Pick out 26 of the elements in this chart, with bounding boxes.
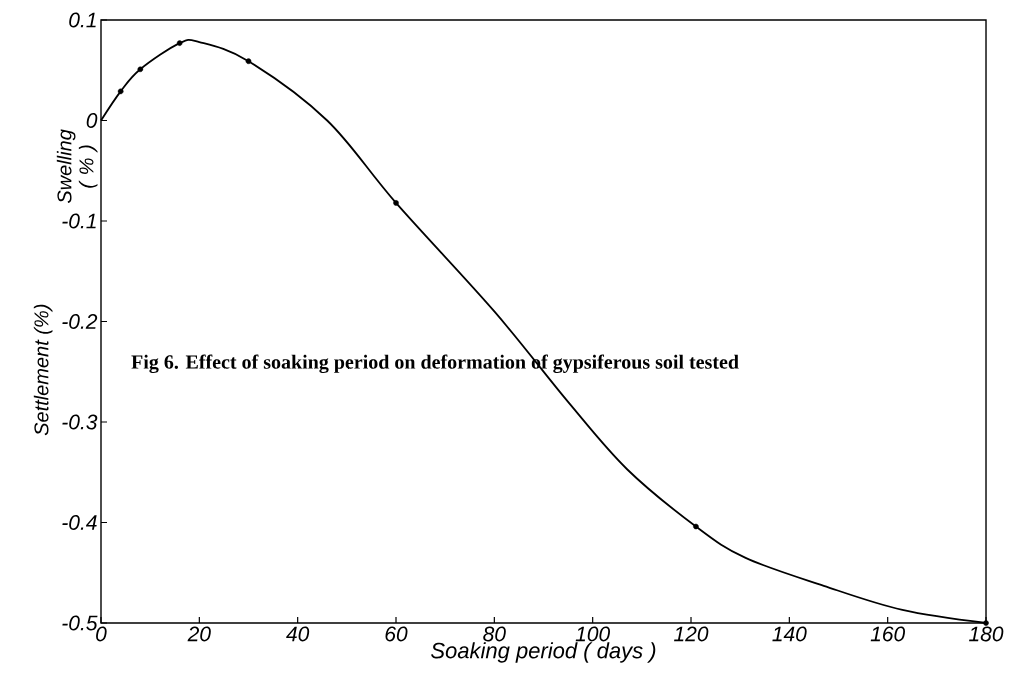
y-tick-label: -0.1: [62, 213, 96, 229]
x-tick-label: 120: [674, 626, 709, 642]
point: [983, 620, 989, 626]
x-tick-label: 140: [772, 626, 807, 642]
point: [245, 58, 252, 64]
y-axis-title: Settlement (%): [33, 304, 53, 436]
point: [176, 40, 183, 46]
y-tick-label: -0.2: [62, 314, 98, 329]
point: [393, 200, 399, 206]
point: [117, 88, 124, 95]
point: [137, 66, 144, 73]
x-tick-label: 60: [385, 626, 408, 642]
text: Swelling ( % ): [56, 129, 98, 204]
x-axis-title: Soaking period ( days ): [431, 642, 656, 663]
y-tick-label: -0.3: [62, 414, 98, 430]
x-tick-label: 80: [483, 626, 506, 642]
y-tick-label: -0.4: [62, 515, 97, 530]
x-tick-label: 20: [187, 626, 211, 642]
y-tick-label: -0.5: [62, 615, 98, 631]
y-tick-label: 0: [86, 113, 98, 128]
x-tick-label: 100: [575, 626, 611, 642]
x-tick-label: 40: [286, 626, 310, 642]
y-tick-label: 0.1: [69, 12, 96, 28]
x-tick-label: 160: [870, 626, 906, 642]
point: [693, 523, 699, 530]
x-tick-label: 180: [969, 626, 1004, 642]
